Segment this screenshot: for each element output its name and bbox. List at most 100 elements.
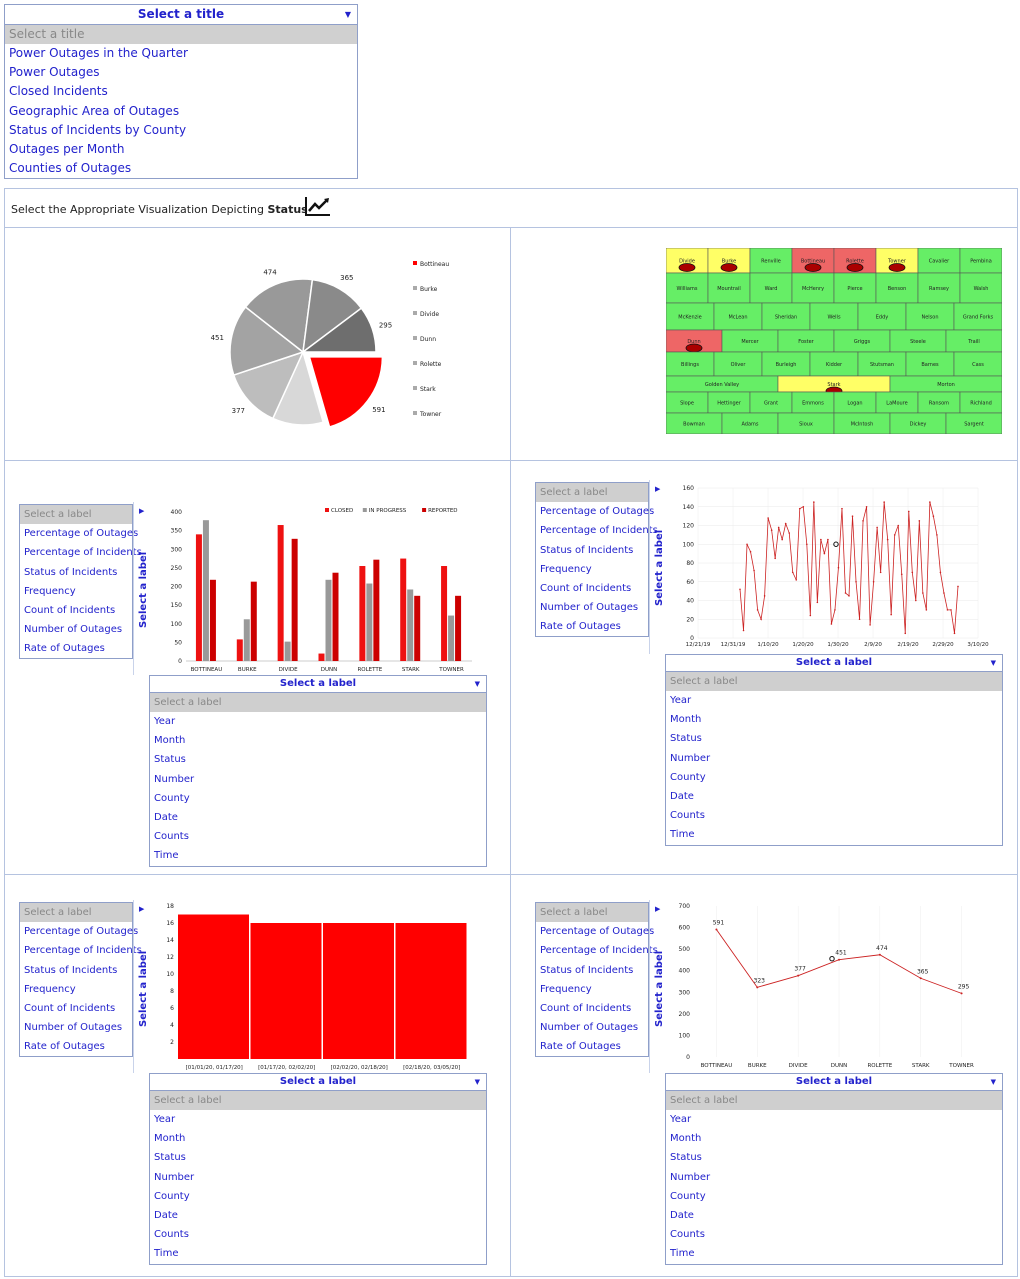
left-label-option[interactable]: Frequency	[24, 585, 76, 597]
bottom-label-list[interactable]: Select a label ▼ Select a label Year Month St…	[665, 654, 1003, 846]
bottom-label-option[interactable]: Date	[154, 1209, 178, 1221]
title-dropdown[interactable]: Select a title ▼ Select a title Power Out…	[4, 4, 358, 179]
left-label-option[interactable]: Rate of Outages	[540, 621, 621, 633]
left-label-placeholder[interactable]: Select a label	[20, 505, 132, 525]
bottom-label-option[interactable]: Number	[154, 1171, 195, 1183]
bottom-label-header[interactable]: Select a label ▼	[666, 655, 1002, 672]
title-option[interactable]: Power Outages in the Quarter	[9, 46, 188, 60]
bottom-label-option[interactable]: Counts	[154, 1229, 189, 1241]
bottom-label-option[interactable]: County	[670, 1190, 706, 1202]
bottom-label-option[interactable]: County	[154, 1190, 190, 1202]
title-option[interactable]: Closed Incidents	[9, 84, 108, 99]
dropdown-arrow-icon[interactable]: ▼	[474, 680, 480, 688]
bottom-label-list[interactable]: Select a label ▼ Select a label Year Month St…	[149, 1073, 487, 1265]
bottom-label-option[interactable]: County	[154, 792, 190, 804]
left-label-option[interactable]: Percentage of Incidents	[24, 945, 142, 957]
bottom-label-option[interactable]: Date	[670, 790, 694, 802]
bottom-label-header[interactable]: Select a label ▼	[666, 1074, 1002, 1091]
left-label-option[interactable]: Frequency	[540, 983, 592, 995]
bottom-label-option[interactable]: Time	[154, 850, 179, 862]
left-label-placeholder[interactable]: Select a label	[536, 483, 648, 503]
left-label-option[interactable]: Rate of Outages	[24, 1041, 105, 1053]
bottom-label-option[interactable]: Month	[154, 1133, 186, 1145]
bottom-label-option[interactable]: Time	[154, 1248, 179, 1260]
bottom-label-option[interactable]: Counts	[154, 831, 189, 843]
bottom-label-placeholder[interactable]: Select a label	[150, 693, 486, 712]
bottom-label-option[interactable]: Status	[154, 1152, 186, 1164]
vertical-select-label[interactable]: Select a label	[654, 529, 665, 606]
left-label-option[interactable]: Number of Outages	[24, 624, 123, 636]
title-option[interactable]: Status of Incidents by County	[9, 122, 187, 137]
bottom-label-option[interactable]: Status	[670, 1152, 702, 1164]
left-label-option[interactable]: Number of Outages	[540, 602, 639, 614]
bottom-label-option[interactable]: Year	[154, 716, 176, 727]
left-label-option[interactable]: Frequency	[24, 983, 76, 995]
dropdown-arrow-icon[interactable]: ▼	[990, 659, 996, 667]
left-label-option[interactable]: Status of Incidents	[24, 964, 118, 976]
bottom-label-placeholder[interactable]: Select a label	[150, 1091, 486, 1110]
bottom-label-option[interactable]: Date	[670, 1209, 694, 1221]
arrow-right-icon[interactable]: ▶	[139, 905, 145, 913]
bottom-label-option[interactable]: Month	[670, 714, 702, 726]
bottom-label-option[interactable]: Number	[670, 752, 711, 764]
bottom-label-option[interactable]: Status	[154, 754, 186, 766]
bottom-label-option[interactable]: Number	[154, 773, 195, 785]
left-label-option[interactable]: Percentage of Outages	[24, 528, 139, 540]
left-label-option[interactable]: Status of Incidents	[540, 544, 634, 556]
title-option[interactable]: Counties of Outages	[9, 161, 132, 176]
bottom-label-list[interactable]: Select a label ▼ Select a label Year Month St…	[665, 1073, 1003, 1265]
bottom-label-header[interactable]: Select a label ▼	[150, 1074, 486, 1091]
left-label-list[interactable]: Select a label Percentage of Outages Perce…	[19, 902, 142, 1057]
left-label-option[interactable]: Number of Outages	[24, 1022, 123, 1034]
left-label-option[interactable]: Rate of Outages	[24, 643, 105, 655]
bottom-label-option[interactable]: Number	[670, 1171, 711, 1183]
title-dropdown-header[interactable]: Select a title ▼	[5, 5, 357, 25]
bottom-label-option[interactable]: Status	[670, 733, 702, 745]
left-label-option[interactable]: Rate of Outages	[540, 1041, 621, 1053]
left-label-option[interactable]: Number of Outages	[540, 1022, 639, 1034]
title-option[interactable]: Geographic Area of Outages	[9, 103, 180, 118]
arrow-right-icon[interactable]: ▶	[655, 905, 661, 913]
left-label-option[interactable]: Percentage of Outages	[540, 926, 655, 938]
vertical-select-label[interactable]: Select a label	[654, 950, 665, 1027]
left-label-option[interactable]: Frequency	[540, 563, 592, 575]
left-label-option[interactable]: Count of Incidents	[540, 582, 632, 594]
bottom-label-option[interactable]: Month	[154, 735, 186, 747]
left-label-list[interactable]: Select a label Percentage of Outages Perce…	[535, 482, 658, 637]
left-label-option[interactable]: Count of Incidents	[540, 1002, 632, 1014]
left-label-option[interactable]: Percentage of Outages	[24, 926, 139, 938]
left-label-placeholder[interactable]: Select a label	[536, 903, 648, 923]
bottom-label-option[interactable]: Date	[154, 811, 178, 823]
bottom-label-option[interactable]: Counts	[670, 810, 705, 822]
bottom-label-option[interactable]: Year	[670, 1114, 692, 1125]
left-label-option[interactable]: Count of Incidents	[24, 604, 116, 616]
bottom-label-placeholder[interactable]: Select a label	[666, 1091, 1002, 1110]
title-option[interactable]: Outages per Month	[9, 141, 125, 156]
left-label-option[interactable]: Count of Incidents	[24, 1002, 116, 1014]
left-label-list[interactable]: Select a label Percentage of Outages Perce…	[535, 902, 658, 1057]
vertical-select-label[interactable]: Select a label	[138, 551, 149, 628]
bottom-label-option[interactable]: Year	[670, 695, 692, 706]
vertical-select-label[interactable]: Select a label	[138, 950, 149, 1027]
dropdown-arrow-icon[interactable]: ▼	[344, 10, 351, 19]
bottom-label-option[interactable]: Counts	[670, 1229, 705, 1241]
bottom-label-option[interactable]: County	[670, 771, 706, 783]
left-label-list[interactable]: Select a label Percentage of Outages Perce…	[19, 504, 142, 659]
bottom-label-option[interactable]: Month	[670, 1133, 702, 1145]
left-label-option[interactable]: Percentage of Incidents	[540, 945, 658, 957]
title-dropdown-selected[interactable]: Select a title	[5, 25, 357, 44]
title-option[interactable]: Power Outages	[9, 65, 100, 80]
left-label-placeholder[interactable]: Select a label	[20, 903, 132, 923]
bottom-label-option[interactable]: Time	[670, 829, 695, 841]
bottom-label-placeholder[interactable]: Select a label	[666, 672, 1002, 691]
dropdown-arrow-icon[interactable]: ▼	[474, 1078, 480, 1086]
bottom-label-option[interactable]: Time	[670, 1248, 695, 1260]
bottom-label-header[interactable]: Select a label ▼	[150, 676, 486, 693]
bottom-label-list[interactable]: Select a label ▼ Select a label Year Month St…	[149, 675, 487, 867]
arrow-right-icon[interactable]: ▶	[139, 507, 145, 515]
left-label-option[interactable]: Status of Incidents	[24, 566, 118, 578]
left-label-option[interactable]: Percentage of Incidents	[540, 525, 658, 537]
left-label-option[interactable]: Status of Incidents	[540, 964, 634, 976]
arrow-right-icon[interactable]: ▶	[655, 485, 661, 493]
dropdown-arrow-icon[interactable]: ▼	[990, 1078, 996, 1086]
